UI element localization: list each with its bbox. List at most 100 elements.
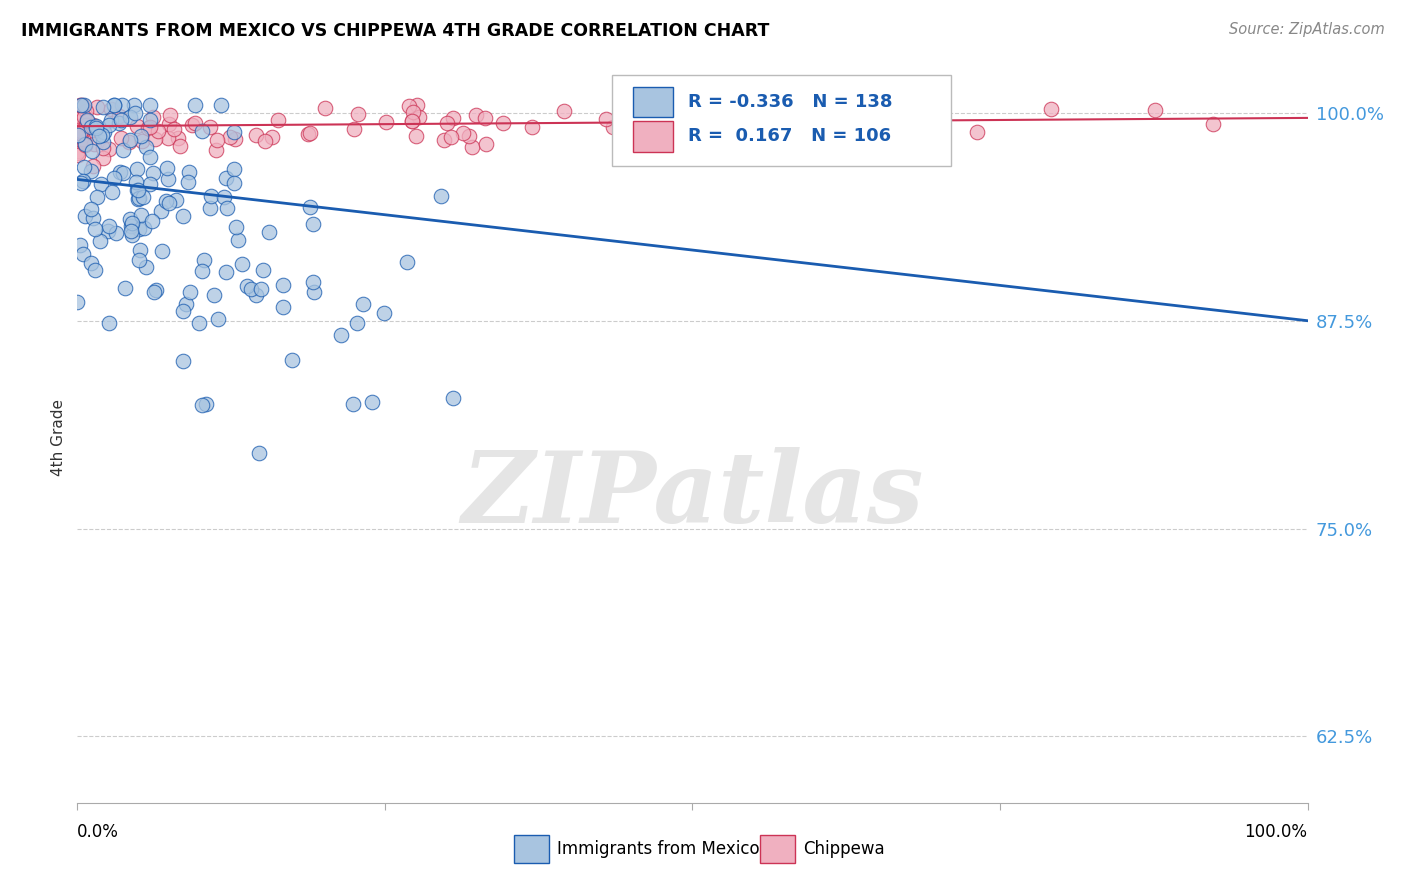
Point	[302, 275, 325, 289]
Point	[1144, 103, 1167, 118]
Point	[91, 135, 114, 149]
Point	[66, 145, 89, 159]
Point	[135, 260, 157, 274]
Point	[107, 116, 129, 130]
Point	[69, 97, 91, 112]
Point	[139, 120, 162, 134]
Point	[273, 277, 295, 292]
Point	[135, 140, 157, 154]
Point	[299, 200, 322, 214]
Point	[156, 161, 179, 176]
Point	[125, 119, 148, 133]
Point	[297, 127, 319, 141]
Point	[73, 136, 96, 151]
Point	[165, 193, 187, 207]
Point	[602, 120, 624, 134]
Point	[361, 394, 384, 409]
Point	[226, 233, 249, 247]
Point	[302, 217, 325, 231]
Point	[167, 131, 190, 145]
Point	[69, 112, 91, 126]
Point	[103, 170, 125, 185]
Point	[441, 111, 464, 125]
Point	[343, 122, 366, 136]
Point	[789, 142, 811, 156]
Point	[76, 113, 98, 128]
Point	[75, 118, 97, 132]
Point	[98, 316, 121, 330]
Point	[66, 146, 89, 161]
Point	[127, 192, 149, 206]
Point	[91, 100, 114, 114]
Point	[430, 189, 453, 203]
Point	[142, 166, 165, 180]
Point	[129, 128, 152, 143]
Point	[396, 255, 419, 269]
Point	[73, 97, 96, 112]
Point	[401, 113, 423, 128]
Point	[183, 97, 205, 112]
Point	[118, 133, 141, 147]
Point	[70, 124, 93, 138]
Point	[127, 183, 149, 197]
Point	[207, 311, 229, 326]
Point	[82, 211, 104, 225]
Point	[108, 109, 131, 123]
Point	[184, 116, 207, 130]
Point	[103, 97, 125, 112]
Point	[433, 133, 456, 147]
Point	[142, 110, 165, 124]
Point	[200, 189, 222, 203]
Point	[72, 97, 94, 112]
Point	[69, 126, 91, 140]
Point	[101, 185, 124, 199]
Point	[132, 220, 155, 235]
Point	[76, 114, 98, 128]
Point	[491, 116, 513, 130]
Point	[120, 219, 142, 233]
Point	[91, 151, 114, 165]
Point	[87, 129, 110, 144]
Point	[474, 136, 496, 151]
Point	[700, 126, 723, 140]
Point	[1201, 117, 1223, 131]
Point	[876, 143, 898, 157]
Point	[157, 117, 180, 131]
Point	[67, 128, 90, 142]
Point	[129, 243, 152, 257]
Point	[82, 118, 104, 132]
Point	[224, 176, 246, 190]
Point	[157, 131, 180, 145]
Point	[84, 263, 107, 277]
Point	[76, 128, 98, 143]
Point	[247, 445, 270, 459]
Point	[145, 284, 167, 298]
Point	[67, 125, 90, 139]
Point	[97, 224, 120, 238]
Point	[84, 121, 107, 136]
Point	[314, 101, 336, 115]
FancyBboxPatch shape	[613, 75, 950, 167]
Point	[190, 124, 212, 138]
Point	[121, 227, 143, 242]
Point	[205, 133, 228, 147]
Point	[465, 108, 488, 122]
Point	[225, 219, 247, 234]
Point	[219, 130, 242, 145]
Point	[441, 391, 464, 405]
Point	[181, 118, 204, 132]
Point	[457, 128, 479, 143]
Point	[66, 134, 89, 148]
Point	[125, 184, 148, 198]
Point	[100, 102, 122, 116]
Point	[125, 175, 148, 189]
Point	[110, 113, 132, 128]
Point	[128, 190, 150, 204]
Point	[70, 134, 93, 148]
Point	[91, 128, 114, 143]
Point	[245, 128, 267, 143]
Point	[595, 112, 617, 126]
Point	[80, 163, 103, 178]
Point	[125, 162, 148, 177]
Point	[131, 135, 153, 149]
